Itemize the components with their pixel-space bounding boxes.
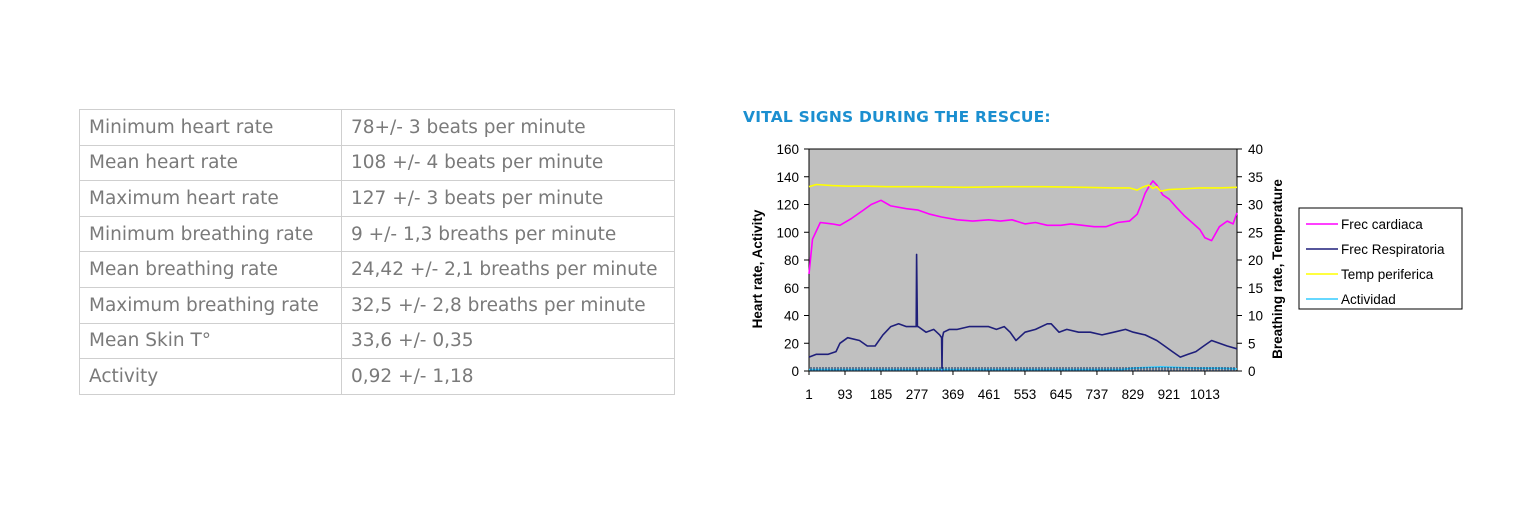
- stat-value: 32,5 +/- 2,8 breaths per minute: [341, 286, 675, 324]
- series-line-1: [808, 180, 1238, 274]
- y2-tick-label: 25: [1248, 225, 1263, 240]
- stat-label: Mean heart rate: [79, 144, 342, 182]
- stats-row: Maximum breathing rate 32,5 +/- 2,8 breat…: [79, 286, 675, 324]
- x-tick-label: 461: [978, 387, 1001, 402]
- vital-signs-chart: 0 20 40 60 80 100 120 140 160 0 5 10 15 20 25 30 35 40 1…: [750, 142, 1463, 402]
- stats-row: Mean Skin T° 33,6 +/- 0,35: [79, 322, 675, 360]
- stat-label: Mean Skin T°: [79, 322, 342, 360]
- legend-box: [1298, 207, 1463, 310]
- legend-label: Temp periferica: [1341, 267, 1434, 282]
- y2-tick-label: 0: [1248, 364, 1256, 379]
- stat-value: 0,92 +/- 1,18: [341, 358, 675, 395]
- stats-row: Maximum heart rate 127 +/- 3 beats per mi…: [79, 180, 675, 217]
- y2-tick-label: 5: [1248, 336, 1256, 351]
- stat-value: 9 +/- 1,3 breaths per minute: [341, 215, 675, 253]
- x-tick-label: 1013: [1190, 387, 1220, 402]
- stats-row: Mean heart rate 108 +/- 4 beats per minut…: [79, 144, 675, 182]
- stat-value: 78+/- 3 beats per minute: [341, 109, 675, 146]
- x-tick-label: 737: [1086, 387, 1109, 402]
- stat-label: Minimum breathing rate: [79, 215, 342, 253]
- stat-label: Activity: [79, 358, 342, 395]
- stat-label: Minimum heart rate: [79, 109, 342, 146]
- y-tick-label: 100: [776, 225, 799, 240]
- y2-tick-label: 35: [1248, 170, 1263, 185]
- x-tick-label: 277: [906, 387, 929, 402]
- y2-tick-label: 20: [1248, 253, 1263, 268]
- baseline-tick-band: [810, 367, 1235, 371]
- legend-label: Frec cardiaca: [1341, 217, 1423, 232]
- y2-tick-label: 30: [1248, 198, 1263, 213]
- y2-tick-label: 40: [1248, 142, 1263, 157]
- stats-row: Mean breathing rate 24,42 +/- 2,1 breaths…: [79, 251, 675, 288]
- stat-label: Maximum breathing rate: [79, 286, 342, 324]
- y-tick-label: 160: [776, 142, 799, 157]
- y-tick-label: 80: [784, 253, 799, 268]
- plot-area: [808, 148, 1238, 372]
- stat-value: 127 +/- 3 beats per minute: [341, 180, 675, 217]
- y-tick-label: 140: [776, 170, 799, 185]
- vital-stats-table: Minimum heart rate 78+/- 3 beats per minu…: [79, 109, 675, 395]
- x-tick-label: 921: [1158, 387, 1181, 402]
- series-line-3: [808, 183, 1238, 193]
- x-tick-label: 93: [837, 387, 852, 402]
- series-line-2: [808, 253, 1238, 372]
- stat-value: 33,6 +/- 0,35: [341, 322, 675, 360]
- x-tick-label: 1: [805, 387, 813, 402]
- stat-value: 108 +/- 4 beats per minute: [341, 144, 675, 182]
- stat-label: Mean breathing rate: [79, 251, 342, 288]
- legend-label: Frec Respiratoria: [1341, 242, 1445, 257]
- y2-tick-label: 10: [1248, 309, 1263, 324]
- y-tick-label: 120: [776, 198, 799, 213]
- stat-value: 24,42 +/- 2,1 breaths per minute: [341, 251, 675, 288]
- y-tick-label: 0: [791, 364, 799, 379]
- x-tick-label: 829: [1122, 387, 1145, 402]
- stats-row: Minimum heart rate 78+/- 3 beats per minu…: [79, 109, 675, 146]
- y-tick-label: 60: [784, 281, 799, 296]
- x-tick-label: 369: [942, 387, 965, 402]
- stats-row: Activity 0,92 +/- 1,18: [79, 358, 675, 395]
- stats-row: Minimum breathing rate 9 +/- 1,3 breaths …: [79, 215, 675, 253]
- x-tick-label: 553: [1014, 387, 1037, 402]
- y-axis-title: Heart rate, Activity: [750, 209, 765, 328]
- y-tick-label: 20: [784, 336, 799, 351]
- legend: Frec cardiaca Frec Respiratoria Temp perif…: [1298, 207, 1463, 310]
- chart-title: VITAL SIGNS DURING THE RESCUE:: [743, 108, 1051, 126]
- legend-label: Actividad: [1341, 292, 1396, 307]
- y2-tick-label: 15: [1248, 281, 1263, 296]
- y2-axis-title: Breathing rate, Temperature: [1270, 179, 1285, 359]
- y-tick-label: 40: [784, 309, 799, 324]
- x-tick-label: 185: [870, 387, 893, 402]
- x-tick-label: 645: [1050, 387, 1073, 402]
- stat-label: Maximum heart rate: [79, 180, 342, 217]
